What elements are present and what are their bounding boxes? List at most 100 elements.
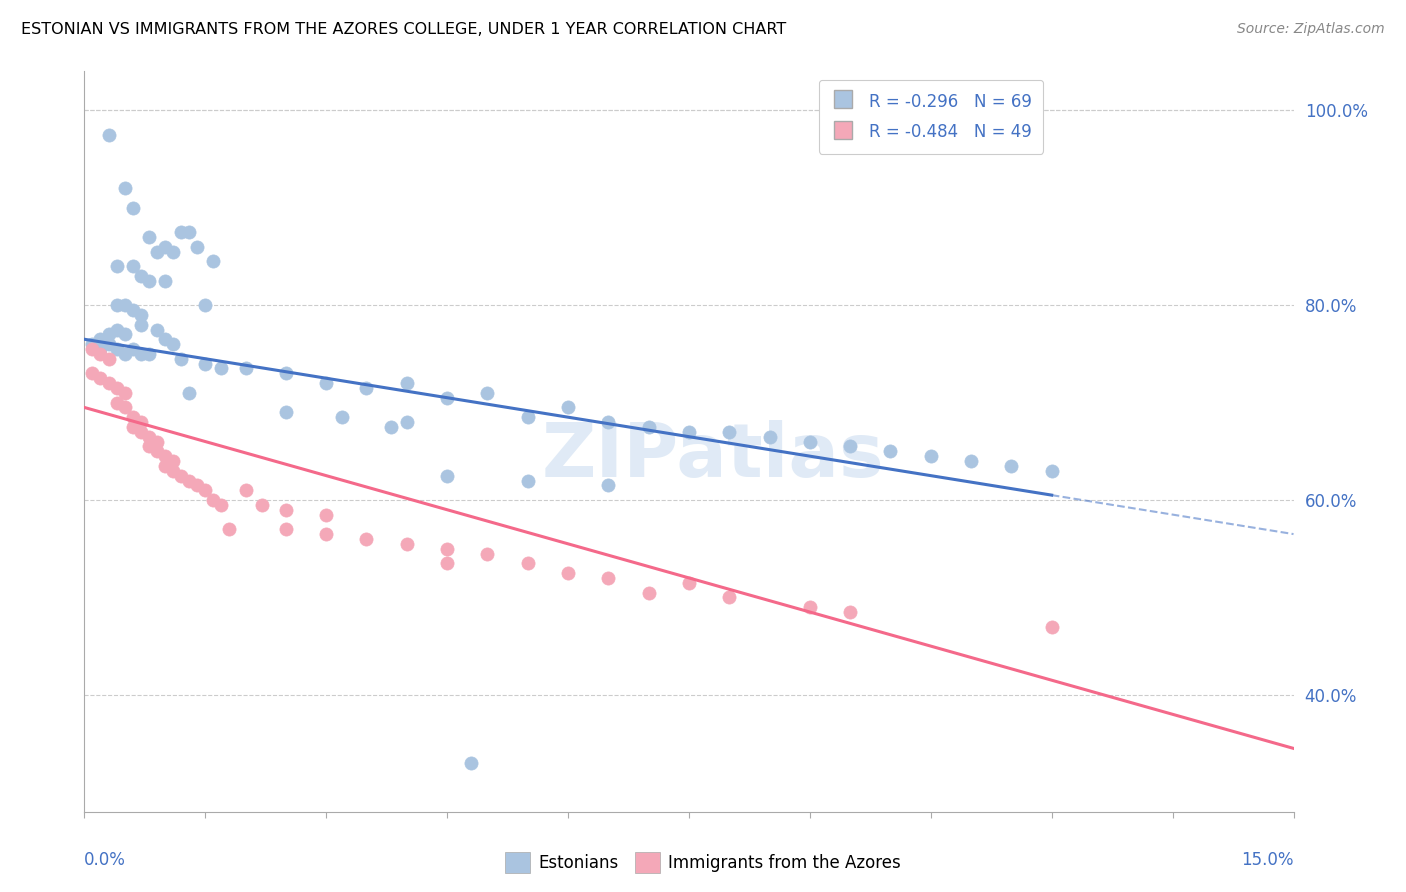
Point <box>162 244 184 259</box>
Point <box>138 230 160 244</box>
Point <box>105 342 128 356</box>
Point <box>315 527 337 541</box>
Point <box>436 391 458 405</box>
Point <box>121 410 143 425</box>
Point <box>678 425 700 439</box>
Point <box>97 327 120 342</box>
Point <box>879 444 901 458</box>
Point <box>315 508 337 522</box>
Point <box>1040 620 1063 634</box>
Point <box>138 430 160 444</box>
Point <box>186 478 208 492</box>
Point <box>146 434 169 449</box>
Point <box>129 268 152 283</box>
Point <box>557 401 579 415</box>
Point <box>218 522 240 536</box>
Point <box>516 557 538 571</box>
Point <box>598 571 620 585</box>
Point <box>114 401 136 415</box>
Point <box>356 532 378 546</box>
Point <box>395 415 418 429</box>
Point <box>194 298 217 312</box>
Point <box>395 376 418 390</box>
Point <box>235 483 257 498</box>
Point <box>718 425 741 439</box>
Point <box>97 351 120 366</box>
Point <box>129 318 152 332</box>
Point <box>105 298 128 312</box>
Text: 15.0%: 15.0% <box>1241 851 1294 869</box>
Point <box>194 357 217 371</box>
Point <box>153 240 176 254</box>
Point <box>82 342 104 356</box>
Point <box>274 367 297 381</box>
Point <box>920 449 942 463</box>
Point <box>516 474 538 488</box>
Point <box>960 454 983 468</box>
Point <box>250 498 273 512</box>
Point <box>179 225 201 239</box>
Point <box>162 337 184 351</box>
Point <box>138 439 160 453</box>
Text: ZIPatlas: ZIPatlas <box>541 420 884 493</box>
Point <box>114 327 136 342</box>
Text: Source: ZipAtlas.com: Source: ZipAtlas.com <box>1237 22 1385 37</box>
Point <box>121 201 143 215</box>
Point <box>194 483 217 498</box>
Point <box>121 342 143 356</box>
Legend: R = -0.296   N = 69, R = -0.484   N = 49: R = -0.296 N = 69, R = -0.484 N = 49 <box>818 79 1043 153</box>
Point <box>153 449 176 463</box>
Point <box>637 420 659 434</box>
Text: 0.0%: 0.0% <box>84 851 127 869</box>
Point <box>170 225 193 239</box>
Point <box>114 181 136 195</box>
Point <box>330 410 353 425</box>
Point <box>114 347 136 361</box>
Point <box>129 347 152 361</box>
Point <box>1040 464 1063 478</box>
Point <box>758 430 780 444</box>
Point <box>153 458 176 473</box>
Legend: Estonians, Immigrants from the Azores: Estonians, Immigrants from the Azores <box>498 846 908 880</box>
Point <box>129 425 152 439</box>
Point <box>436 541 458 556</box>
Point <box>105 322 128 336</box>
Point <box>186 240 208 254</box>
Point <box>718 591 741 605</box>
Point <box>114 385 136 400</box>
Point <box>380 420 402 434</box>
Point <box>839 439 862 453</box>
Point <box>170 468 193 483</box>
Point <box>129 415 152 429</box>
Point <box>89 347 111 361</box>
Point <box>162 454 184 468</box>
Point <box>460 756 482 770</box>
Point <box>315 376 337 390</box>
Point <box>82 367 104 381</box>
Point <box>799 600 821 615</box>
Point <box>436 468 458 483</box>
Point <box>97 337 120 351</box>
Point <box>170 351 193 366</box>
Point <box>477 547 499 561</box>
Point <box>202 493 225 508</box>
Point <box>89 342 111 356</box>
Point <box>82 337 104 351</box>
Point <box>557 566 579 580</box>
Point <box>274 405 297 419</box>
Point <box>89 332 111 346</box>
Point <box>138 274 160 288</box>
Point <box>395 537 418 551</box>
Point <box>477 385 499 400</box>
Point <box>516 410 538 425</box>
Point <box>114 298 136 312</box>
Point <box>799 434 821 449</box>
Point <box>146 322 169 336</box>
Text: ESTONIAN VS IMMIGRANTS FROM THE AZORES COLLEGE, UNDER 1 YEAR CORRELATION CHART: ESTONIAN VS IMMIGRANTS FROM THE AZORES C… <box>21 22 786 37</box>
Point <box>678 575 700 590</box>
Point <box>105 381 128 395</box>
Point <box>209 498 232 512</box>
Point <box>121 259 143 273</box>
Point <box>162 464 184 478</box>
Point <box>105 259 128 273</box>
